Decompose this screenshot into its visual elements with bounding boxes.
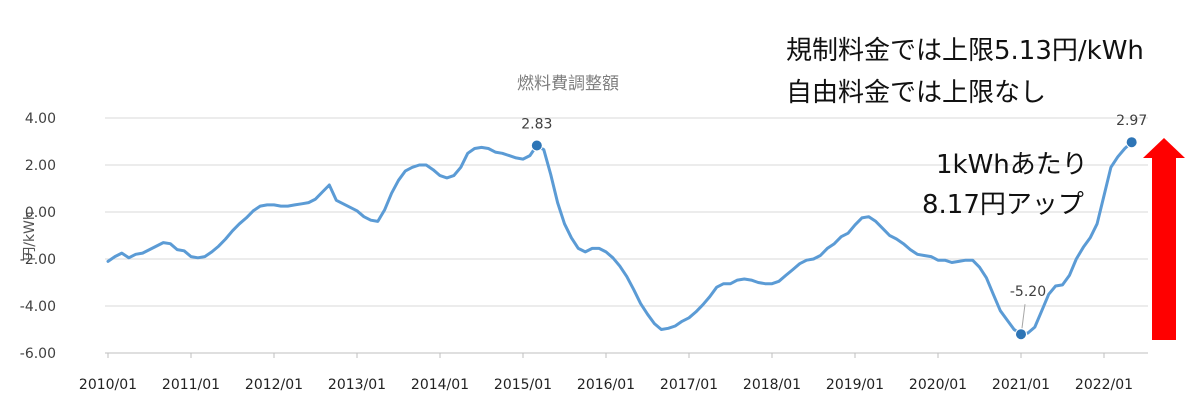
x-tick-label: 2012/01 (245, 377, 303, 393)
arrow-shaft (1152, 158, 1176, 340)
x-tick-label: 2019/01 (826, 377, 884, 393)
gridlines (105, 117, 1148, 358)
chart-title: 燃料費調整額 (517, 74, 619, 94)
y-tick-label: -2.00 (20, 252, 56, 268)
x-tick-label: 2014/01 (411, 377, 469, 393)
data-label-leader (1021, 304, 1026, 329)
data-label: 2.97 (1116, 113, 1147, 129)
series-line (106, 140, 1134, 336)
increase-arrow (1143, 138, 1185, 340)
x-tick-label: 2018/01 (743, 377, 801, 393)
y-tick-labels: 4.00 2.00 0.00 -2.00 -4.00 -6.00 (20, 111, 56, 362)
increase-note-per-kwh: 1kWhあたり (936, 150, 1088, 180)
data-label: -5.20 (1010, 284, 1046, 300)
x-tick-label: 2020/01 (909, 377, 967, 393)
x-tick-label: 2013/01 (328, 377, 386, 393)
x-tick-label: 2010/01 (79, 377, 137, 393)
y-tick-label: -6.00 (20, 346, 56, 362)
data-label: 2.83 (521, 116, 552, 132)
x-tick-label: 2017/01 (660, 377, 718, 393)
x-tick-label: 2015/01 (494, 377, 552, 393)
data-markers: 2.83 -5.20 2.97 (521, 113, 1147, 341)
series-fuel-adjustment (106, 140, 1134, 336)
increase-note-amount: 8.17円アップ (922, 190, 1084, 220)
y-tick-label: 4.00 (25, 111, 56, 127)
limit-note-regulated: 規制料金では上限5.13円/kWh (786, 36, 1144, 66)
x-tick-labels: 2010/01 2011/01 2012/01 2013/01 2014/01 2015/… (79, 377, 1133, 393)
data-point-marker (1125, 136, 1138, 149)
x-tick-label: 2021/01 (992, 377, 1050, 393)
y-tick-label: 0.00 (25, 205, 56, 221)
arrow-head (1143, 138, 1185, 158)
x-tick-label: 2022/01 (1075, 377, 1133, 393)
limit-note-free: 自由料金では上限なし (786, 78, 1047, 108)
x-tick-label: 2011/01 (162, 377, 220, 393)
y-axis-label: 円/kWh (22, 211, 38, 261)
x-tick-label: 2016/01 (577, 377, 635, 393)
y-tick-label: 2.00 (25, 158, 56, 174)
data-point-marker (1015, 328, 1027, 341)
data-point-marker (530, 139, 543, 152)
y-tick-label: -4.00 (20, 299, 56, 315)
